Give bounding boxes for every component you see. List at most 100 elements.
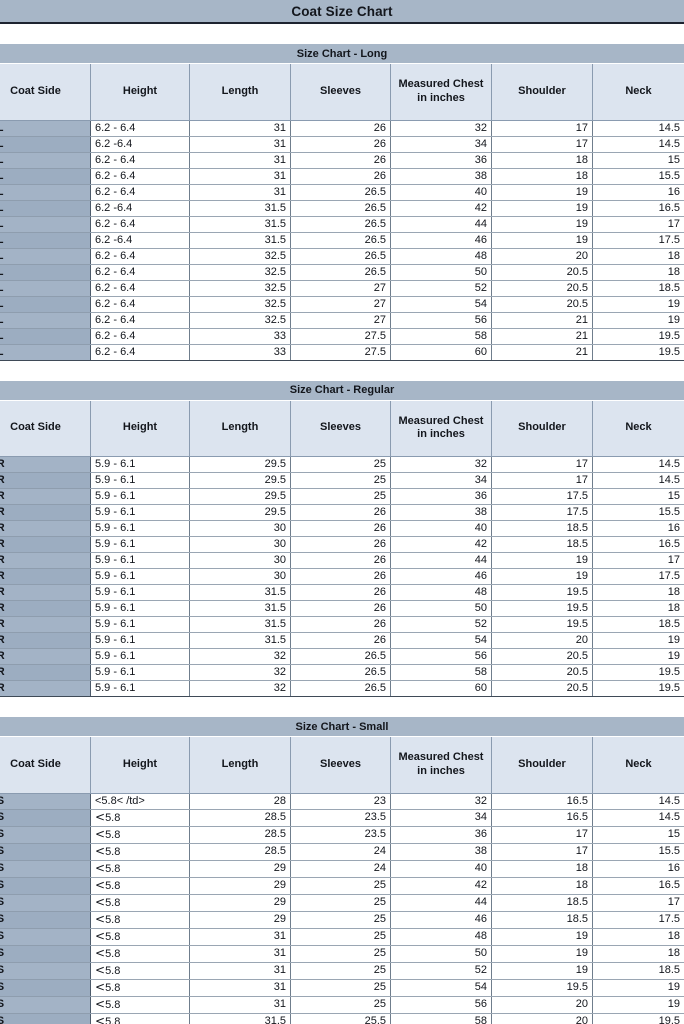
cell-sleeves: 26 xyxy=(290,568,391,585)
column-header-length[interactable]: Length xyxy=(189,64,291,121)
column-header-shoulder[interactable]: Shoulder xyxy=(491,64,593,121)
cell-measured-chest: 32 xyxy=(390,793,492,810)
column-header-measured-chest[interactable]: Measured Chest in inches xyxy=(390,737,492,794)
column-header-neck[interactable]: Neck xyxy=(592,400,684,457)
cell-measured-chest: 44 xyxy=(390,216,492,233)
cell-sleeves: 25 xyxy=(290,472,391,489)
cell-length: 31 xyxy=(189,168,291,185)
cell-height: 5.9 - 6.1 xyxy=(90,616,190,633)
column-header-length[interactable]: Length xyxy=(189,737,291,794)
column-header-sleeves[interactable]: Sleeves xyxy=(290,400,391,457)
column-header-sleeves[interactable]: Sleeves xyxy=(290,737,391,794)
cell-length: 31 xyxy=(189,928,291,946)
size-table: Coat Side Height Length Sleeves Measured Che… xyxy=(0,737,684,1024)
cell-length: 30 xyxy=(189,520,291,537)
column-header-height[interactable]: Height xyxy=(90,737,190,794)
column-header-length[interactable]: Length xyxy=(189,400,291,457)
column-header-measured-chest[interactable]: Measured Chest in inches xyxy=(390,64,492,121)
section-header-band: Size Chart - Regular xyxy=(0,380,684,401)
column-header-coat-side[interactable]: Coat Side xyxy=(0,64,91,121)
column-header-measured-chest-line2: in inches xyxy=(417,764,465,777)
cell-height: 5.9 - 6.1 xyxy=(90,552,190,569)
cell-sleeves: 25 xyxy=(290,456,391,473)
cell-measured-chest: 54 xyxy=(390,979,492,997)
cell-height: 6.2 - 6.4 xyxy=(90,280,190,297)
column-header-measured-chest[interactable]: Measured Chest in inches xyxy=(390,400,492,457)
cell-length: 28.5 xyxy=(189,843,291,861)
cell-measured-chest: 32 xyxy=(390,456,492,473)
cell-height-value: 5.8 xyxy=(105,845,121,858)
cell-coat-side: 46L xyxy=(0,232,91,249)
cell-shoulder: 19.5 xyxy=(491,616,593,633)
cell-sleeves: 25 xyxy=(290,877,391,895)
cell-neck: 18 xyxy=(592,945,684,963)
cell-sleeves: 26 xyxy=(290,600,391,617)
cell-sleeves: 25 xyxy=(290,979,391,997)
cell-coat-side: 38S xyxy=(0,843,91,861)
column-header-height[interactable]: Height xyxy=(90,64,190,121)
less-than-icon: < xyxy=(95,945,106,960)
cell-height: 6.2 - 6.4 xyxy=(90,264,190,281)
column-header-neck[interactable]: Neck xyxy=(592,64,684,121)
column-header-shoulder[interactable]: Shoulder xyxy=(491,400,593,457)
cell-height: 6.2 - 6.4 xyxy=(90,216,190,233)
cell-height: 5.9 - 6.1 xyxy=(90,536,190,553)
column-header-sleeves[interactable]: Sleeves xyxy=(290,64,391,121)
column-header-shoulder[interactable]: Shoulder xyxy=(491,737,593,794)
cell-coat-side: 52R xyxy=(0,616,91,633)
cell-height: 5.9 - 6.1 xyxy=(90,600,190,617)
column-header-coat-side[interactable]: Coat Side xyxy=(0,400,91,457)
cell-length: 32 xyxy=(189,664,291,681)
cell-neck: 14.5 xyxy=(592,120,684,137)
column-header-coat-side[interactable]: Coat Side xyxy=(0,737,91,794)
column-header-neck[interactable]: Neck xyxy=(592,737,684,794)
cell-sleeves: 26.5 xyxy=(290,664,391,681)
column-header-height-label: Height xyxy=(122,757,158,770)
column-header-height[interactable]: Height xyxy=(90,400,190,457)
